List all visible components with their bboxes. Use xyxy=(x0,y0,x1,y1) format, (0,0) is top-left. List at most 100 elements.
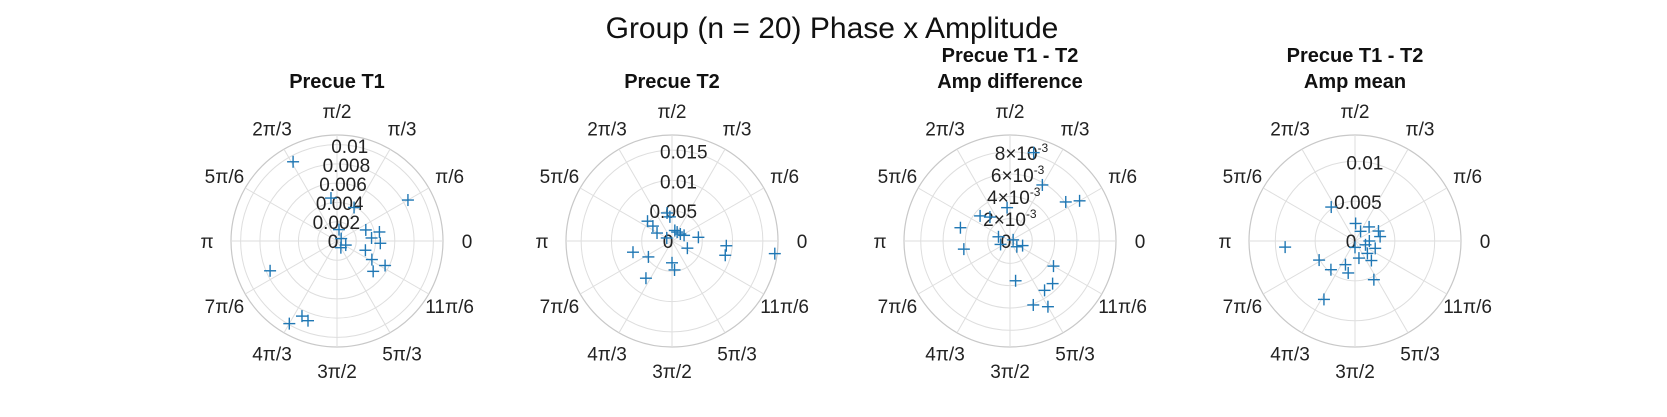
r-tick-label-base: ×10 xyxy=(1001,166,1033,187)
data-point xyxy=(365,231,378,244)
theta-grid-line xyxy=(1009,240,1064,334)
data-point xyxy=(1016,239,1029,252)
theta-tick-label: π/6 xyxy=(435,167,464,188)
data-point xyxy=(374,237,387,250)
data-point xyxy=(1007,233,1020,246)
theta-tick-label: 4π/3 xyxy=(252,345,292,366)
theta-tick-label: π/2 xyxy=(996,102,1025,123)
theta-tick-label: π/3 xyxy=(723,119,752,140)
data-point xyxy=(295,310,308,323)
r-tick-label: 0 xyxy=(328,232,339,253)
data-point xyxy=(1027,298,1040,311)
data-point xyxy=(992,230,1005,243)
data-point xyxy=(681,242,694,255)
theta-tick-label: π/6 xyxy=(1108,167,1137,188)
data-point xyxy=(651,227,664,240)
r-tick-label: 8×10-3 xyxy=(995,141,1049,165)
theta-tick-label: 5π/6 xyxy=(878,167,918,188)
data-point xyxy=(1365,254,1378,267)
theta-tick-label: π/3 xyxy=(1061,119,1090,140)
data-point xyxy=(1324,263,1337,276)
data-point xyxy=(359,223,372,236)
r-tick-label: 4×10-3 xyxy=(987,185,1041,209)
data-point xyxy=(283,317,296,330)
data-point xyxy=(1001,201,1014,214)
data-point xyxy=(720,239,733,252)
data-point xyxy=(365,253,378,266)
theta-grid-line xyxy=(579,240,673,295)
r-tick-label: 0.004 xyxy=(316,194,364,215)
theta-grid-line xyxy=(1262,187,1356,242)
r-tick-label: 0.006 xyxy=(319,175,367,196)
theta-tick-label: 7π/6 xyxy=(205,297,245,318)
data-point xyxy=(339,239,352,252)
data-point xyxy=(1361,247,1374,260)
theta-tick-label: 0 xyxy=(462,232,473,253)
theta-grid-line xyxy=(1354,148,1409,242)
panel-title: Precue T1 xyxy=(289,71,385,93)
data-point xyxy=(954,221,967,234)
theta-tick-label: 7π/6 xyxy=(878,297,918,318)
data-point xyxy=(646,220,659,233)
theta-grid-line xyxy=(917,187,1011,242)
polar-panel-2: 0 π/6 π/3 π/2 2π/3 5π/6 π 7π/6 4π/3 3π/2 5π/3 11π/6… xyxy=(535,71,808,383)
data-point xyxy=(1027,146,1040,159)
data-point xyxy=(1036,178,1049,191)
panel-title: Amp mean xyxy=(1304,71,1406,93)
r-tick-label: 0.008 xyxy=(323,156,371,177)
theta-grid-line xyxy=(1009,187,1103,242)
theta-grid-line xyxy=(1262,240,1356,295)
data-point xyxy=(641,215,654,228)
r-tick-label-exponent: -3 xyxy=(1034,163,1045,177)
theta-tick-label: 4π/3 xyxy=(1270,345,1310,366)
r-tick-label: 0 xyxy=(663,232,674,253)
r-tick-label: 0.015 xyxy=(660,143,708,164)
data-point xyxy=(626,246,639,259)
data-point xyxy=(1313,254,1326,267)
theta-tick-label: 4π/3 xyxy=(925,345,965,366)
r-tick-label-mantissa: 8 xyxy=(995,144,1006,165)
r-tick-label-exponent: -3 xyxy=(1026,207,1037,221)
theta-grid-line xyxy=(671,187,765,242)
r-tick-label: 2×10-3 xyxy=(983,207,1037,231)
r-tick-label: 0 xyxy=(1001,232,1012,253)
data-point xyxy=(719,249,732,262)
theta-tick-label: 5π/3 xyxy=(1400,345,1440,366)
data-point xyxy=(1363,235,1376,247)
data-point xyxy=(1073,194,1086,207)
data-point xyxy=(1010,240,1023,253)
theta-grid-line xyxy=(1009,148,1064,242)
theta-tick-label: 11π/6 xyxy=(760,297,809,318)
theta-tick-label: 5π/3 xyxy=(1055,345,1095,366)
data-point xyxy=(957,243,970,256)
data-point xyxy=(1038,284,1051,297)
theta-tick-label: 3π/2 xyxy=(1335,362,1375,383)
theta-tick-label: 7π/6 xyxy=(540,297,580,318)
r-tick-label: 0.005 xyxy=(1334,193,1382,214)
data-point xyxy=(671,226,684,239)
theta-grid-line xyxy=(1301,240,1356,334)
data-point xyxy=(642,250,655,263)
data-point xyxy=(1363,220,1376,233)
panel-title: Precue T1 - T2 xyxy=(1287,45,1424,67)
theta-grid-line xyxy=(1009,240,1103,295)
theta-tick-label: 2π/3 xyxy=(925,119,965,140)
r-tick-label-mantissa: 6 xyxy=(991,166,1002,187)
data-point xyxy=(1339,258,1352,271)
theta-tick-label: 3π/2 xyxy=(317,362,357,383)
theta-grid-line xyxy=(1301,148,1356,242)
data-point xyxy=(1372,225,1385,238)
theta-tick-label: 3π/2 xyxy=(990,362,1030,383)
r-tick-label: 0.01 xyxy=(331,137,368,158)
data-point xyxy=(301,314,314,327)
data-point xyxy=(994,238,1007,251)
theta-grid-line xyxy=(336,148,391,242)
data-point xyxy=(1317,293,1330,306)
theta-grid-line xyxy=(956,240,1011,334)
theta-tick-label: π xyxy=(535,232,548,253)
theta-tick-label: 5π/6 xyxy=(540,167,580,188)
theta-grid-line xyxy=(618,240,673,334)
theta-grid-line xyxy=(1354,240,1409,334)
data-point xyxy=(692,231,705,244)
